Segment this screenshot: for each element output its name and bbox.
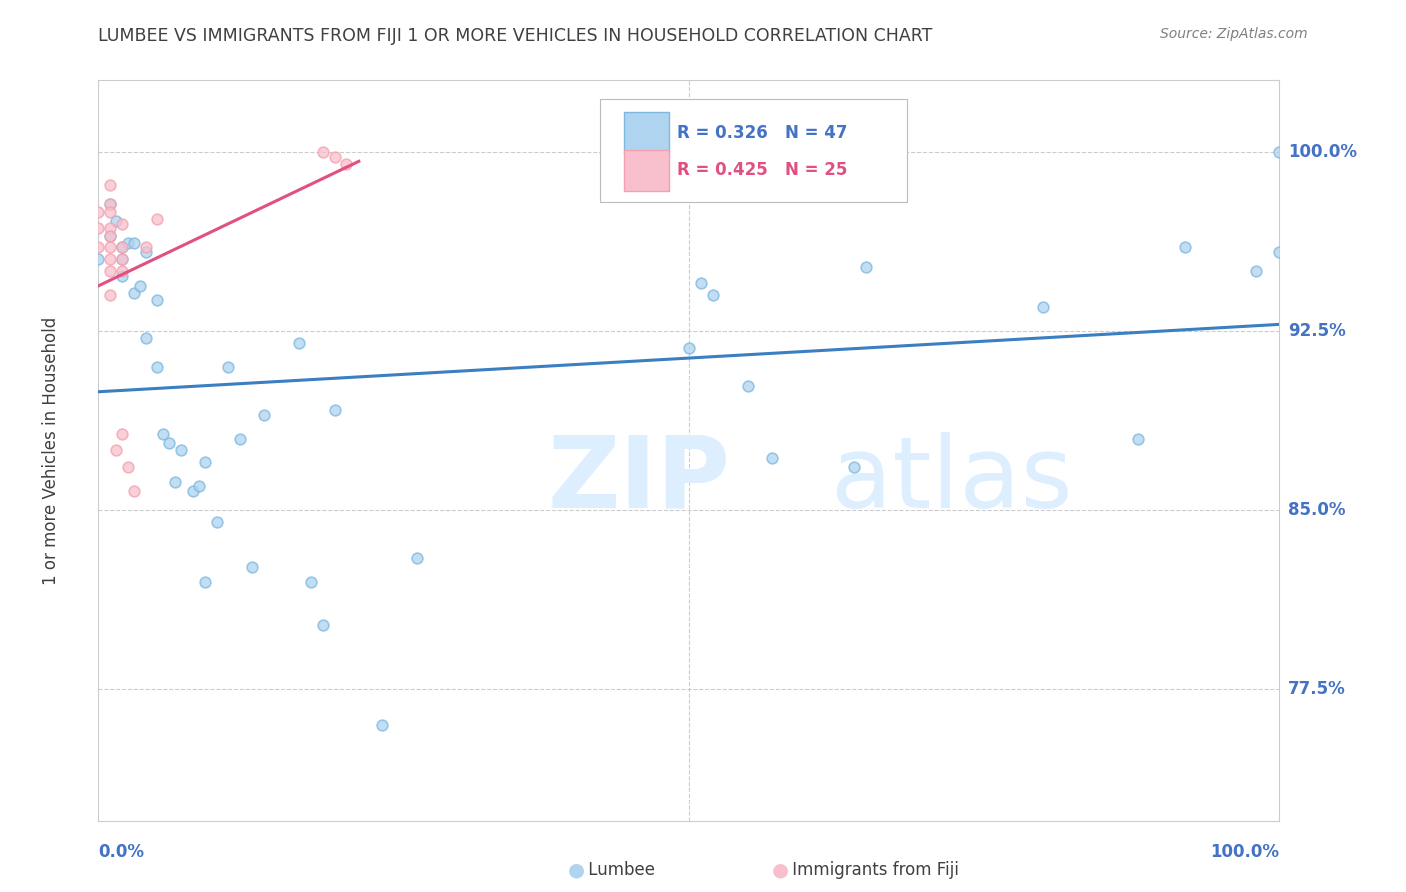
Text: 0.0%: 0.0% <box>98 843 145 861</box>
Point <box>217 359 239 374</box>
Point <box>98 221 121 235</box>
Text: 85.0%: 85.0% <box>1288 501 1346 519</box>
Point <box>98 240 121 254</box>
Point <box>111 264 134 278</box>
Point <box>152 426 174 441</box>
Point <box>105 443 128 458</box>
Point <box>146 359 169 374</box>
Point <box>111 240 134 254</box>
Point <box>111 217 134 231</box>
Point <box>98 197 121 211</box>
FancyBboxPatch shape <box>600 99 907 202</box>
Point <box>98 288 121 302</box>
Point <box>1032 300 1054 314</box>
Point <box>240 560 263 574</box>
Point <box>737 379 759 393</box>
Point <box>335 157 357 171</box>
Point <box>87 204 110 219</box>
Point <box>371 718 394 732</box>
Point <box>122 285 145 300</box>
Point <box>135 331 157 345</box>
Point <box>98 252 121 267</box>
Text: ●: ● <box>568 860 585 880</box>
Point <box>323 150 346 164</box>
Text: 100.0%: 100.0% <box>1288 143 1357 161</box>
Point <box>181 484 204 499</box>
Point <box>253 408 276 422</box>
Point <box>111 252 134 267</box>
Point <box>117 235 139 250</box>
Text: LUMBEE VS IMMIGRANTS FROM FIJI 1 OR MORE VEHICLES IN HOUSEHOLD CORRELATION CHART: LUMBEE VS IMMIGRANTS FROM FIJI 1 OR MORE… <box>98 27 932 45</box>
Text: Source: ZipAtlas.com: Source: ZipAtlas.com <box>1160 27 1308 41</box>
Point <box>678 341 700 355</box>
Point <box>229 432 252 446</box>
Point <box>111 426 134 441</box>
Point <box>98 228 121 243</box>
Point <box>406 550 429 565</box>
Point <box>111 269 134 284</box>
Point <box>1268 245 1291 260</box>
Point <box>761 450 783 465</box>
Point <box>1244 264 1267 278</box>
Point <box>194 574 217 589</box>
Point <box>122 484 145 499</box>
Point <box>194 455 217 469</box>
Point <box>165 475 187 489</box>
Point <box>689 277 711 291</box>
Text: 1 or more Vehicles in Household: 1 or more Vehicles in Household <box>42 317 60 584</box>
Text: Immigrants from Fiji: Immigrants from Fiji <box>787 861 959 879</box>
Point <box>1174 240 1197 254</box>
Point <box>288 336 311 351</box>
Point <box>1268 145 1291 159</box>
Point <box>312 617 335 632</box>
Point <box>187 479 209 493</box>
Point <box>105 214 128 228</box>
Point <box>98 197 121 211</box>
Text: 77.5%: 77.5% <box>1288 681 1346 698</box>
Text: R = 0.425   N = 25: R = 0.425 N = 25 <box>678 161 848 179</box>
Point <box>323 402 346 417</box>
Point <box>98 204 121 219</box>
FancyBboxPatch shape <box>624 112 669 153</box>
Point <box>98 228 121 243</box>
Point <box>98 178 121 193</box>
Point <box>702 288 724 302</box>
Point <box>117 460 139 475</box>
Point <box>146 211 169 226</box>
Point <box>312 145 335 159</box>
Point <box>855 260 877 274</box>
Point <box>146 293 169 307</box>
Point <box>122 235 145 250</box>
FancyBboxPatch shape <box>624 150 669 191</box>
Point <box>157 436 180 450</box>
Text: 100.0%: 100.0% <box>1211 843 1279 861</box>
Point <box>111 252 134 267</box>
Point <box>299 574 322 589</box>
Point <box>170 443 193 458</box>
Point <box>87 252 110 267</box>
Point <box>844 460 866 475</box>
Text: Lumbee: Lumbee <box>583 861 655 879</box>
Point <box>135 245 157 260</box>
Point <box>135 240 157 254</box>
Point <box>128 278 150 293</box>
Point <box>87 240 110 254</box>
Text: 92.5%: 92.5% <box>1288 322 1346 340</box>
Text: ZIP: ZIP <box>547 432 730 529</box>
Point <box>87 221 110 235</box>
Point <box>205 515 228 529</box>
Point <box>98 264 121 278</box>
Point <box>111 240 134 254</box>
Text: ●: ● <box>772 860 789 880</box>
Text: R = 0.326   N = 47: R = 0.326 N = 47 <box>678 124 848 142</box>
Point <box>1126 432 1149 446</box>
Text: atlas: atlas <box>831 432 1073 529</box>
